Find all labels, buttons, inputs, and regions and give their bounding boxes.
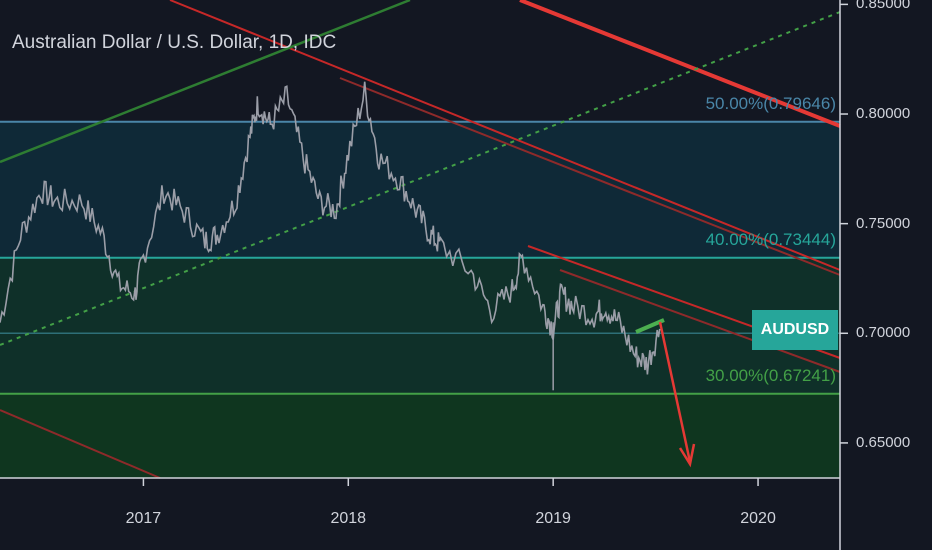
channel-line-red-2 (339, 77, 841, 276)
y-tick-label: 0.80000 (856, 105, 911, 123)
x-tick-label: 2017 (125, 510, 162, 527)
fib-zone-40-30 (0, 257, 840, 394)
y-tick-label: 0.85000 (856, 0, 911, 13)
price-line-audusd (0, 81, 661, 375)
projection-arrow-head (678, 443, 696, 468)
fib-zone-30-below (0, 393, 840, 478)
y-tick-label: 0.70000 (856, 324, 911, 342)
trend-line-green (0, 0, 411, 164)
chart-title: Australian Dollar / U.S. Dollar, 1D, IDC (12, 32, 337, 53)
x-tick-label: 2018 (330, 510, 367, 527)
x-tick-label: 2019 (535, 510, 571, 527)
projection-arrow-line (658, 321, 692, 463)
breakout-green-marker (635, 318, 665, 334)
x-tick-label: 2020 (740, 510, 776, 527)
fib-level-label: 50.00%(0.79646) (705, 93, 836, 113)
channel-line-red-4 (559, 269, 841, 373)
y-tick-label: 0.75000 (856, 214, 911, 232)
channel-line-red-5 (0, 409, 161, 479)
trend-line-green-dotted (0, 11, 841, 346)
symbol-price-tag[interactable]: AUDUSD (752, 310, 838, 350)
channel-line-red-1 (169, 0, 841, 271)
y-tick-label: 0.65000 (856, 433, 911, 451)
fib-zone-50-40 (0, 121, 840, 258)
trend-line-upper-red (519, 0, 841, 128)
fib-level-label: 30.00%(0.67241) (705, 365, 836, 385)
fib-level-label: 40.00%(0.73444) (705, 229, 836, 249)
